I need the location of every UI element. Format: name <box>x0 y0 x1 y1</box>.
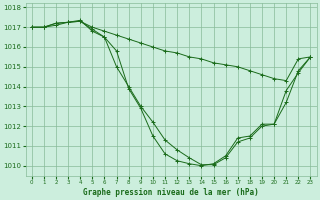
X-axis label: Graphe pression niveau de la mer (hPa): Graphe pression niveau de la mer (hPa) <box>83 188 259 197</box>
